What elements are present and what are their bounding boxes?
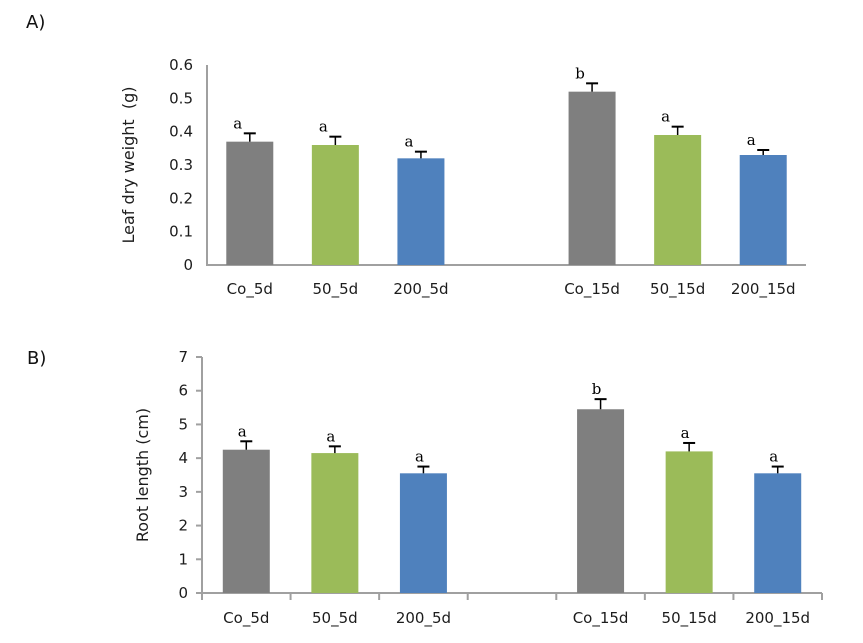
y-tick-label: 0.2 — [169, 189, 193, 207]
x-category-label-200_5d: 200_5d — [393, 280, 448, 299]
y-tick-label: 0.6 — [169, 56, 193, 74]
x-category-label-50_15d: 50_15d — [662, 609, 717, 628]
bar-200_5d — [399, 473, 447, 593]
y-tick-label: 0.1 — [169, 223, 193, 241]
x-category-label-200_15d: 200_15d — [745, 609, 810, 628]
bar-Co_15d — [568, 91, 616, 266]
x-category-label-200_15d: 200_15d — [731, 280, 796, 299]
y-tick-label: 3 — [178, 483, 188, 501]
bar-200_15d — [739, 155, 787, 265]
y-tick-label: 0 — [178, 584, 188, 602]
bar-50_5d — [311, 453, 359, 593]
y-tick-label: 4 — [178, 449, 188, 467]
bar-50_5d — [311, 145, 359, 265]
x-category-label-50_5d: 50_5d — [313, 280, 359, 299]
x-category-label-200_5d: 200_5d — [396, 609, 451, 628]
x-category-label-Co_15d: Co_15d — [573, 609, 629, 628]
y-tick-label: 2 — [178, 517, 188, 535]
bar-50_15d — [654, 135, 702, 265]
y-tick-label: 7 — [178, 348, 188, 366]
sig-letter-Co_15d: b — [575, 64, 585, 82]
panel-b-chart: 0 1 2 3 4 5 6 7 a Co_5d a 50_5d a 200_5d b Co_15d a 50_15… — [133, 348, 823, 628]
sig-letter-Co_15d: b — [592, 380, 602, 398]
x-category-label-50_15d: 50_15d — [650, 280, 705, 299]
y-axis-title: Leaf dry weight (g) — [119, 86, 138, 243]
sig-letter-200_15d: a — [747, 131, 756, 149]
y-tick-label: 0 — [183, 256, 193, 274]
sig-letter-50_15d: a — [681, 424, 690, 442]
x-category-label-Co_15d: Co_15d — [564, 280, 620, 299]
bar-Co_15d — [577, 409, 625, 593]
panel-a-chart: 0 0.1 0.2 0.3 0.4 0.5 0.6 a Co_5d a 50_5d a 200_5d b C… — [119, 56, 806, 299]
sig-letter-Co_5d: a — [233, 114, 242, 132]
sig-letter-50_5d: a — [326, 427, 335, 445]
sig-letter-50_15d: a — [661, 108, 670, 126]
y-tick-label: 0.5 — [169, 89, 193, 107]
bar-Co_5d — [226, 141, 274, 265]
x-category-label-Co_5d: Co_5d — [227, 280, 273, 299]
x-category-label-Co_5d: Co_5d — [223, 609, 269, 628]
sig-letter-Co_5d: a — [238, 422, 247, 440]
y-tick-label: 6 — [178, 382, 188, 400]
sig-letter-50_5d: a — [319, 118, 328, 136]
panel-b-label: B) — [27, 348, 47, 369]
bar-200_5d — [397, 158, 445, 265]
sig-letter-200_5d: a — [404, 133, 413, 151]
panel-a-label: A) — [26, 12, 46, 33]
y-tick-label: 1 — [178, 550, 188, 568]
y-axis-title: Root length (cm) — [133, 408, 152, 542]
bar-50_15d — [665, 451, 713, 593]
bar-Co_5d — [222, 449, 270, 593]
bar-200_15d — [754, 473, 802, 593]
y-tick-label: 0.4 — [169, 123, 193, 141]
y-tick-label: 5 — [178, 415, 188, 433]
sig-letter-200_15d: a — [769, 448, 778, 466]
sig-letter-200_5d: a — [415, 448, 424, 466]
x-category-label-50_5d: 50_5d — [312, 609, 358, 628]
y-tick-label: 0.3 — [169, 156, 193, 174]
